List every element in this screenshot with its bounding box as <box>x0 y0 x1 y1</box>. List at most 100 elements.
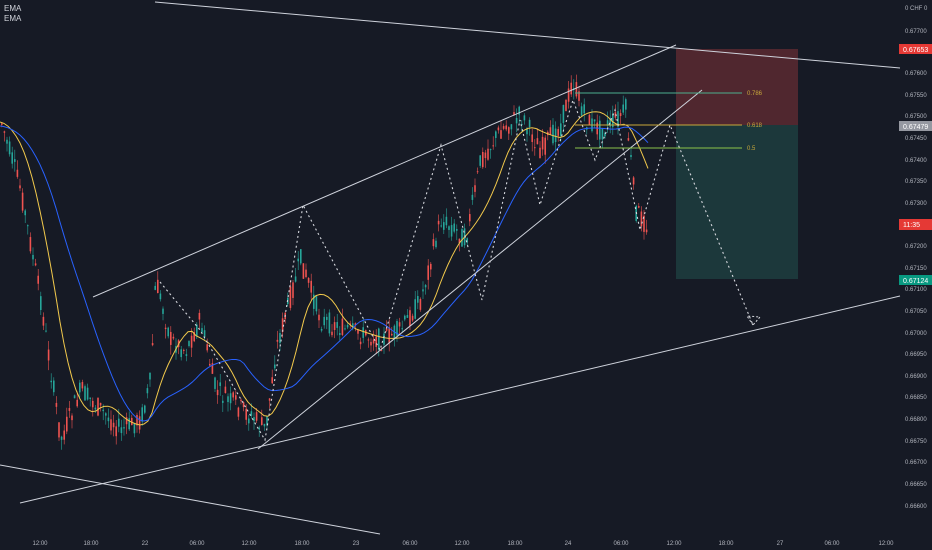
candle-body <box>388 327 390 344</box>
candle-body <box>458 238 461 244</box>
candle-body <box>354 323 357 326</box>
lower-trendline[interactable] <box>0 464 381 535</box>
candle-body <box>105 413 107 416</box>
candle-body <box>523 115 526 121</box>
candle-body <box>29 237 32 252</box>
price-tick-label: 0.67500 <box>905 114 927 120</box>
candle-body <box>128 418 130 430</box>
candle-body <box>391 333 393 336</box>
candle-body <box>518 106 520 115</box>
price-tick-label: 0.67100 <box>905 287 927 293</box>
candle-body <box>219 382 221 386</box>
candle-body <box>180 349 182 358</box>
candle-body <box>289 286 292 308</box>
upper-trendline[interactable] <box>154 1 901 69</box>
candle-body <box>84 386 86 401</box>
take-profit-zone[interactable] <box>676 125 798 279</box>
candle-body <box>437 220 440 225</box>
candle-body <box>8 141 11 155</box>
price-tick-label: 0.67700 <box>905 29 927 35</box>
candle-body <box>606 120 609 126</box>
candle-body <box>645 229 648 233</box>
candle-body <box>188 341 190 347</box>
candle-body <box>258 427 260 430</box>
candle-body <box>339 333 341 335</box>
candle-body <box>211 363 214 374</box>
candle-body <box>432 239 435 247</box>
candle-body <box>190 335 193 348</box>
legend-ema-1[interactable]: EMA <box>4 4 22 13</box>
stop-price-label: 0.67653 <box>903 47 928 54</box>
candle-body <box>549 127 552 135</box>
candle-body <box>193 332 195 342</box>
candle-body <box>224 386 227 394</box>
projection-zigzag[interactable] <box>159 98 754 442</box>
projection-arrowhead <box>746 315 762 326</box>
candle-body <box>424 285 427 288</box>
candle-body <box>19 185 21 189</box>
candle-body <box>396 320 398 336</box>
fib-label-5: 0.5 <box>747 146 756 152</box>
candle-body <box>263 423 266 427</box>
candle-body <box>216 389 219 396</box>
price-tick-label: 0.67050 <box>905 309 927 315</box>
candle-body <box>279 332 281 343</box>
candle-body <box>172 336 175 339</box>
time-axis[interactable]: 12:00 18:00 22 06:00 12:00 18:00 23 06:00 12:00 1… <box>32 541 894 547</box>
candle-body <box>66 416 68 432</box>
time-tick-label: 12:00 <box>32 541 48 547</box>
channel-bottom-line[interactable] <box>19 295 901 504</box>
candle-body <box>492 145 494 147</box>
candle-body <box>469 214 471 222</box>
candle-body <box>149 372 151 380</box>
channel-top-line[interactable] <box>92 44 677 298</box>
candle-body <box>151 343 154 346</box>
candle-body <box>120 427 123 434</box>
candle-body <box>513 112 515 115</box>
candle-body <box>489 149 492 151</box>
candle-body <box>131 417 133 426</box>
price-tick-label: 0.67550 <box>905 93 927 99</box>
candle-body <box>450 225 453 237</box>
time-tick-label: 06:00 <box>189 541 205 547</box>
stop-loss-zone[interactable] <box>676 49 798 125</box>
candle-body <box>112 422 115 428</box>
candle-body <box>359 341 362 345</box>
candle-body <box>164 327 167 330</box>
candle-body <box>539 147 541 159</box>
legend-ema-2[interactable]: EMA <box>4 14 22 23</box>
candle-body <box>344 328 346 330</box>
candle-body <box>419 299 422 310</box>
candle-body <box>81 382 84 389</box>
candle-body <box>47 349 50 361</box>
price-axis[interactable]: 0 CHF 0 0.67700 0.67600 0.67550 0.67500 0.674… <box>905 6 928 510</box>
wedge-support-line[interactable] <box>257 89 703 450</box>
candle-body <box>474 185 476 192</box>
ema-slow-line[interactable] <box>0 125 649 422</box>
candle-body <box>599 120 601 140</box>
ema-fast-line[interactable] <box>0 111 649 426</box>
candle-body <box>1 123 3 125</box>
candle-body <box>14 159 16 162</box>
candle-body <box>484 152 487 159</box>
candle-body <box>367 339 370 341</box>
candle-body <box>229 393 232 404</box>
time-tick-label: 23 <box>353 541 360 547</box>
candle-body <box>632 177 635 185</box>
candle-body <box>526 128 528 135</box>
candle-body <box>58 422 60 438</box>
candle-body <box>123 427 125 429</box>
candle-body <box>328 312 331 334</box>
indicator-legend: EMA EMA <box>4 4 21 24</box>
candle-body <box>622 104 624 113</box>
candle-body <box>417 296 419 303</box>
candle-body <box>159 293 162 300</box>
candle-body <box>133 423 136 434</box>
candle-body <box>544 137 546 155</box>
candle-body <box>466 238 468 243</box>
candle-body <box>435 240 437 248</box>
price-tick-label: 0.67300 <box>905 201 927 207</box>
candle-body <box>313 294 315 309</box>
candle-body <box>430 263 432 270</box>
